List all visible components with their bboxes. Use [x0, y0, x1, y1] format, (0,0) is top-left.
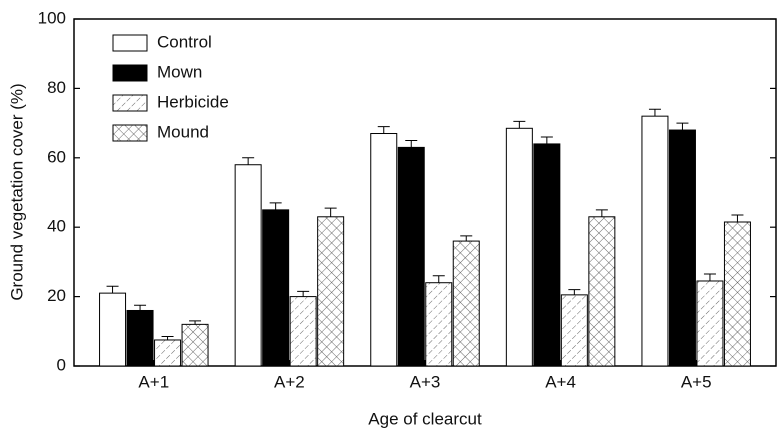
- error-bar: [432, 275, 445, 283]
- x-tick-label: A+5: [681, 372, 712, 391]
- bar: [723, 221, 751, 367]
- bar: [452, 240, 480, 367]
- legend-swatch: [112, 34, 148, 52]
- error-bar: [161, 336, 174, 340]
- bar: [126, 309, 154, 367]
- bar: [641, 115, 669, 367]
- y-tick-label: 60: [47, 147, 66, 166]
- error-bar: [676, 122, 689, 131]
- bar: [668, 129, 696, 367]
- error-bar: [568, 289, 581, 295]
- legend-label: Control: [157, 32, 212, 51]
- bar: [696, 280, 724, 367]
- legend-swatch: [112, 94, 148, 112]
- error-bar: [189, 320, 202, 325]
- error-bar: [269, 202, 282, 210]
- y-tick-label: 20: [47, 286, 66, 305]
- y-tick-label: 100: [38, 8, 66, 27]
- x-axis-title: Age of clearcut: [368, 409, 482, 428]
- error-bar: [648, 108, 661, 117]
- bar: [181, 323, 209, 367]
- error-bar: [134, 304, 147, 311]
- x-tick-label: A+1: [138, 372, 169, 391]
- error-bar: [460, 235, 473, 242]
- legend-label: Mound: [157, 122, 209, 141]
- bar: [370, 133, 398, 367]
- bar: [533, 143, 561, 367]
- error-bar: [405, 139, 418, 148]
- bar: [560, 294, 588, 367]
- bar: [317, 216, 345, 367]
- bar: [154, 339, 182, 367]
- error-bar: [106, 285, 119, 294]
- legend-swatch: [112, 124, 148, 142]
- x-tick-label: A+3: [410, 372, 441, 391]
- bar: [99, 292, 127, 367]
- y-tick-label: 0: [57, 355, 66, 374]
- bar: [425, 282, 453, 367]
- bar: [234, 164, 262, 367]
- error-bar: [297, 290, 310, 297]
- legend-label: Mown: [157, 62, 202, 81]
- x-tick-label: A+4: [545, 372, 576, 391]
- bar: [588, 216, 616, 367]
- error-bar: [513, 120, 526, 129]
- error-bar: [731, 214, 744, 222]
- bar: [262, 209, 290, 367]
- y-tick-label: 40: [47, 217, 66, 236]
- error-bar: [703, 273, 716, 281]
- error-bar: [377, 126, 390, 134]
- bar: [505, 127, 533, 367]
- error-bar: [595, 209, 608, 217]
- legend-label: Herbicide: [157, 92, 229, 111]
- bar: [397, 146, 425, 367]
- error-bar: [540, 136, 553, 144]
- legend-swatch: [112, 64, 148, 82]
- y-tick-label: 80: [47, 78, 66, 97]
- error-bar: [324, 207, 337, 217]
- error-bar: [242, 157, 255, 165]
- bar: [289, 296, 317, 367]
- x-tick-label: A+2: [274, 372, 305, 391]
- y-axis-title: Ground vegetation cover (%): [7, 83, 26, 300]
